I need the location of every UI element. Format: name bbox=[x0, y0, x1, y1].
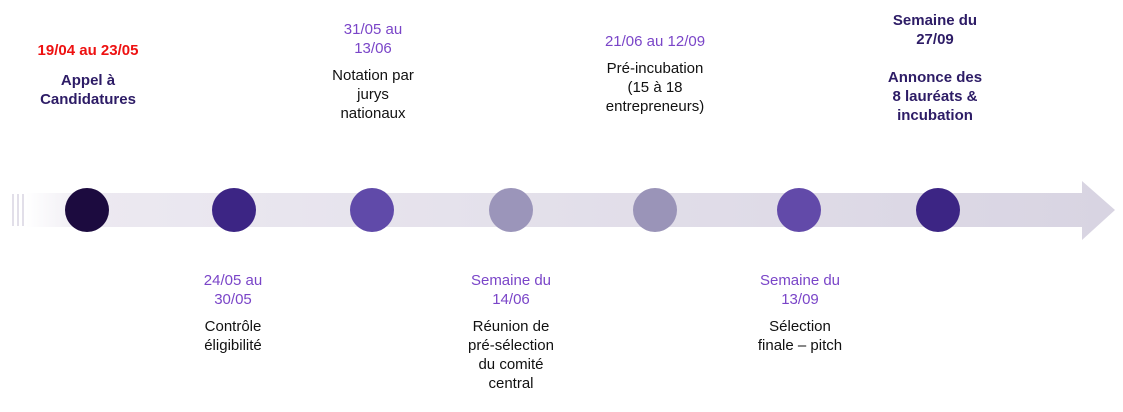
milestone-2-date: 24/05 au 30/05 bbox=[203, 272, 263, 308]
milestone-4: Semaine du 14/06 Réunion de pré-sélectio… bbox=[431, 271, 591, 393]
milestone-6-date: Semaine du 13/09 bbox=[759, 272, 841, 308]
milestone-1: 19/04 au 23/05 Appel à Candidatures bbox=[8, 41, 168, 109]
milestone-1-date: 19/04 au 23/05 bbox=[37, 42, 139, 59]
arrow-band bbox=[26, 181, 1115, 240]
milestone-7-date: Semaine du 27/09 bbox=[892, 12, 978, 48]
milestone-dot-5 bbox=[633, 188, 677, 232]
milestone-dot-4 bbox=[489, 188, 533, 232]
arrow-tail-lines bbox=[12, 194, 24, 226]
milestone-5-label: Pré-incubation (15 à 18 entrepreneurs) bbox=[605, 60, 705, 115]
milestone-dot-6 bbox=[777, 188, 821, 232]
milestone-3-date: 31/05 au 13/06 bbox=[343, 21, 403, 57]
milestone-6: Semaine du 13/09 Sélection finale – pitc… bbox=[720, 271, 880, 355]
milestone-1-label: Appel à Candidatures bbox=[40, 72, 136, 108]
milestone-4-date: Semaine du 14/06 bbox=[470, 272, 552, 308]
milestone-2-label: Contrôle éligibilité bbox=[204, 318, 262, 354]
milestone-4-label: Réunion de pré-sélection du comité centr… bbox=[468, 318, 554, 392]
milestone-dot-7 bbox=[916, 188, 960, 232]
milestone-dot-3 bbox=[350, 188, 394, 232]
milestone-6-label: Sélection finale – pitch bbox=[757, 318, 843, 354]
milestone-5-date: 21/06 au 12/09 bbox=[604, 33, 706, 50]
milestone-3: 31/05 au 13/06 Notation par jurys nation… bbox=[293, 20, 453, 123]
milestone-7-label: Annonce des 8 lauréats & incubation bbox=[887, 69, 983, 124]
milestone-dot-1 bbox=[65, 188, 109, 232]
milestone-7: Semaine du 27/09 Annonce des 8 lauréats … bbox=[855, 11, 1015, 125]
milestone-3-label: Notation par jurys nationaux bbox=[332, 67, 414, 122]
milestone-dot-2 bbox=[212, 188, 256, 232]
milestone-5: 21/06 au 12/09 Pré-incubation (15 à 18 e… bbox=[575, 32, 735, 116]
milestone-2: 24/05 au 30/05 Contrôle éligibilité bbox=[153, 271, 313, 355]
